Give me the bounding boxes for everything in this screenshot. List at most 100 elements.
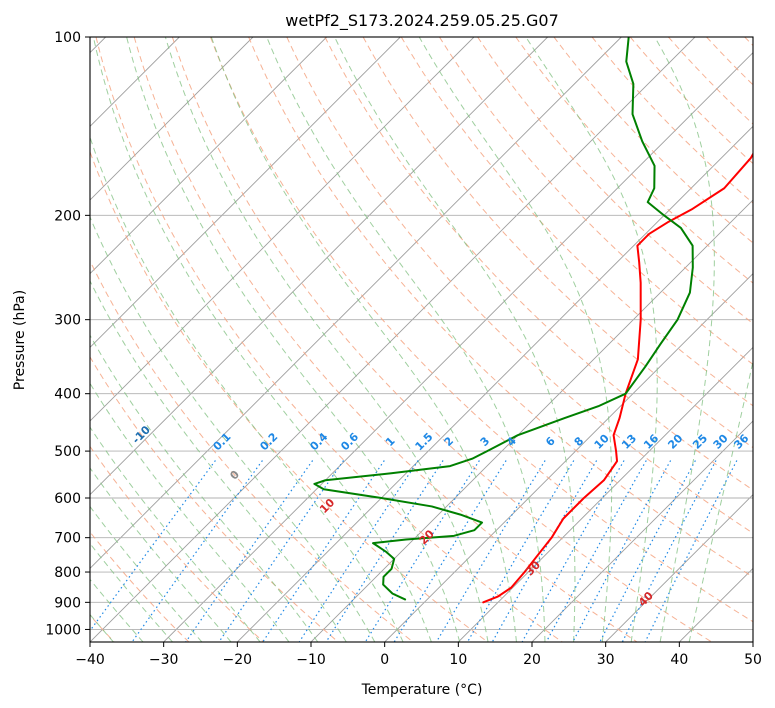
dry-adiabat-line <box>591 37 753 204</box>
mixing-ratio-line <box>466 460 575 642</box>
moist-adiabat-line <box>525 37 658 642</box>
moist-adiabat-line <box>654 37 715 642</box>
x-tick-label: 30 <box>597 652 615 668</box>
dry-adiabat-label: 40 <box>636 589 656 609</box>
dry-adiabat-line <box>248 37 753 578</box>
mixing-ratio-label: 36 <box>731 431 751 451</box>
mixing-ratio-label: 8 <box>572 434 587 449</box>
y-tick-label: 800 <box>54 565 81 581</box>
dry-adiabat-line <box>133 37 638 642</box>
dry-adiabat-label: 0 <box>227 468 242 483</box>
moist-adiabat-line <box>418 37 613 642</box>
mixing-ratio-line <box>393 460 507 642</box>
y-tick-label: 900 <box>54 595 81 611</box>
temperature-profile-line <box>482 152 753 604</box>
isotherm-line <box>90 37 475 422</box>
dry-adiabat-line <box>477 37 753 325</box>
isotherm-line <box>679 567 753 642</box>
mixing-ratio-line <box>185 460 314 642</box>
dry-adiabat-line <box>706 37 753 86</box>
y-tick-label: 100 <box>54 30 81 46</box>
isotherm-line <box>384 273 753 642</box>
moist-adiabat-line <box>164 37 489 642</box>
mixing-ratio-label: 10 <box>592 431 612 451</box>
mixing-ratio-line <box>262 460 385 642</box>
x-tick-label: 40 <box>670 652 688 668</box>
isotherm-line <box>90 37 327 275</box>
isotherm-line <box>237 125 753 642</box>
isotherm-line <box>605 494 753 642</box>
y-tick-label: 200 <box>54 208 81 224</box>
mixing-ratio-line <box>621 460 717 642</box>
isotherm-line <box>90 37 696 642</box>
x-tick-label: 50 <box>744 652 762 668</box>
moist-adiabat-line <box>92 37 432 642</box>
mixing-ratio-line <box>90 460 216 632</box>
y-tick-label: 500 <box>54 444 81 460</box>
dry-adiabat-label: -10 <box>130 423 153 446</box>
dry-adiabat-line <box>286 37 753 534</box>
y-axis-label: Pressure (hPa) <box>12 290 28 390</box>
dry-adiabat-line <box>90 259 414 642</box>
moist-adiabat-line <box>334 37 576 642</box>
mixing-ratio-label: 25 <box>690 432 710 452</box>
dry-adiabat-line <box>210 37 753 623</box>
mixing-ratio-line <box>644 460 738 642</box>
mixing-ratio-line <box>364 460 480 642</box>
isotherm-line <box>90 37 401 348</box>
mixing-ratio-label: 3 <box>478 434 493 449</box>
mixing-ratio-line <box>435 460 546 642</box>
x-axis-label: Temperature (°C) <box>361 682 483 698</box>
mixing-ratio-label: 2 <box>442 434 457 449</box>
dry-adiabat-line <box>362 37 753 449</box>
dewpoint-profile-line <box>313 37 694 601</box>
dry-adiabat-label: 30 <box>523 558 543 578</box>
mixing-ratio-label: 0.2 <box>257 430 280 453</box>
dry-adiabat-line <box>744 37 753 47</box>
moist-adiabat-line <box>266 37 546 642</box>
mixing-ratio-line <box>491 460 598 642</box>
dry-adiabat-line <box>400 37 753 407</box>
mixing-ratio-label: 0.4 <box>307 430 330 453</box>
dry-adiabat-line <box>439 37 753 365</box>
mixing-ratio-label: 13 <box>619 432 639 452</box>
isotherm-line <box>90 37 622 569</box>
y-tick-label: 600 <box>54 491 81 507</box>
dry-adiabat-line <box>90 150 488 642</box>
mixing-ratio-label: 1.5 <box>413 430 436 453</box>
x-tick-label: −40 <box>75 652 105 668</box>
x-tick-label: −20 <box>223 652 253 668</box>
mixing-ratio-line <box>131 460 263 642</box>
moist-adiabat-line <box>90 578 144 642</box>
moist-adiabat-line <box>90 135 404 642</box>
dry-adiabat-line <box>668 37 753 125</box>
mixing-ratio-label: 30 <box>711 431 731 451</box>
mixing-ratio-label: 0.6 <box>338 430 361 453</box>
isotherm-line <box>90 37 254 201</box>
isotherm-line <box>163 52 753 642</box>
dry-adiabat-line <box>90 531 190 642</box>
dry-adiabat-line <box>171 37 712 642</box>
isotherm-line <box>310 199 753 642</box>
moist-adiabat-line <box>688 358 753 642</box>
mixing-ratio-line <box>298 460 419 642</box>
axis-ticks: −40 −30 −20 −10 0 10 20 30 40 5010020030040050060… <box>45 30 762 668</box>
dry-adiabat-line <box>553 37 753 244</box>
mixing-ratio-label: 20 <box>665 431 685 451</box>
chart-title: wetPf2_S173.2024.259.05.25.G07 <box>285 11 559 31</box>
moist-adiabat-line <box>90 215 376 642</box>
moist-adiabat-line <box>126 37 461 642</box>
mixing-ratio-label: 16 <box>641 431 661 451</box>
dry-adiabat-line <box>90 445 264 642</box>
mixing-ratio-line <box>572 460 672 642</box>
x-tick-label: −30 <box>149 652 179 668</box>
isotherm-line <box>531 420 753 642</box>
x-tick-label: 20 <box>523 652 541 668</box>
y-tick-label: 700 <box>54 531 81 547</box>
moist-adiabat-line <box>90 382 290 642</box>
x-tick-label: 0 <box>380 652 389 668</box>
line-labels: 0.10.20.40.611.52346810131620253036-100-… <box>130 423 752 609</box>
plot-frame <box>89 36 754 643</box>
